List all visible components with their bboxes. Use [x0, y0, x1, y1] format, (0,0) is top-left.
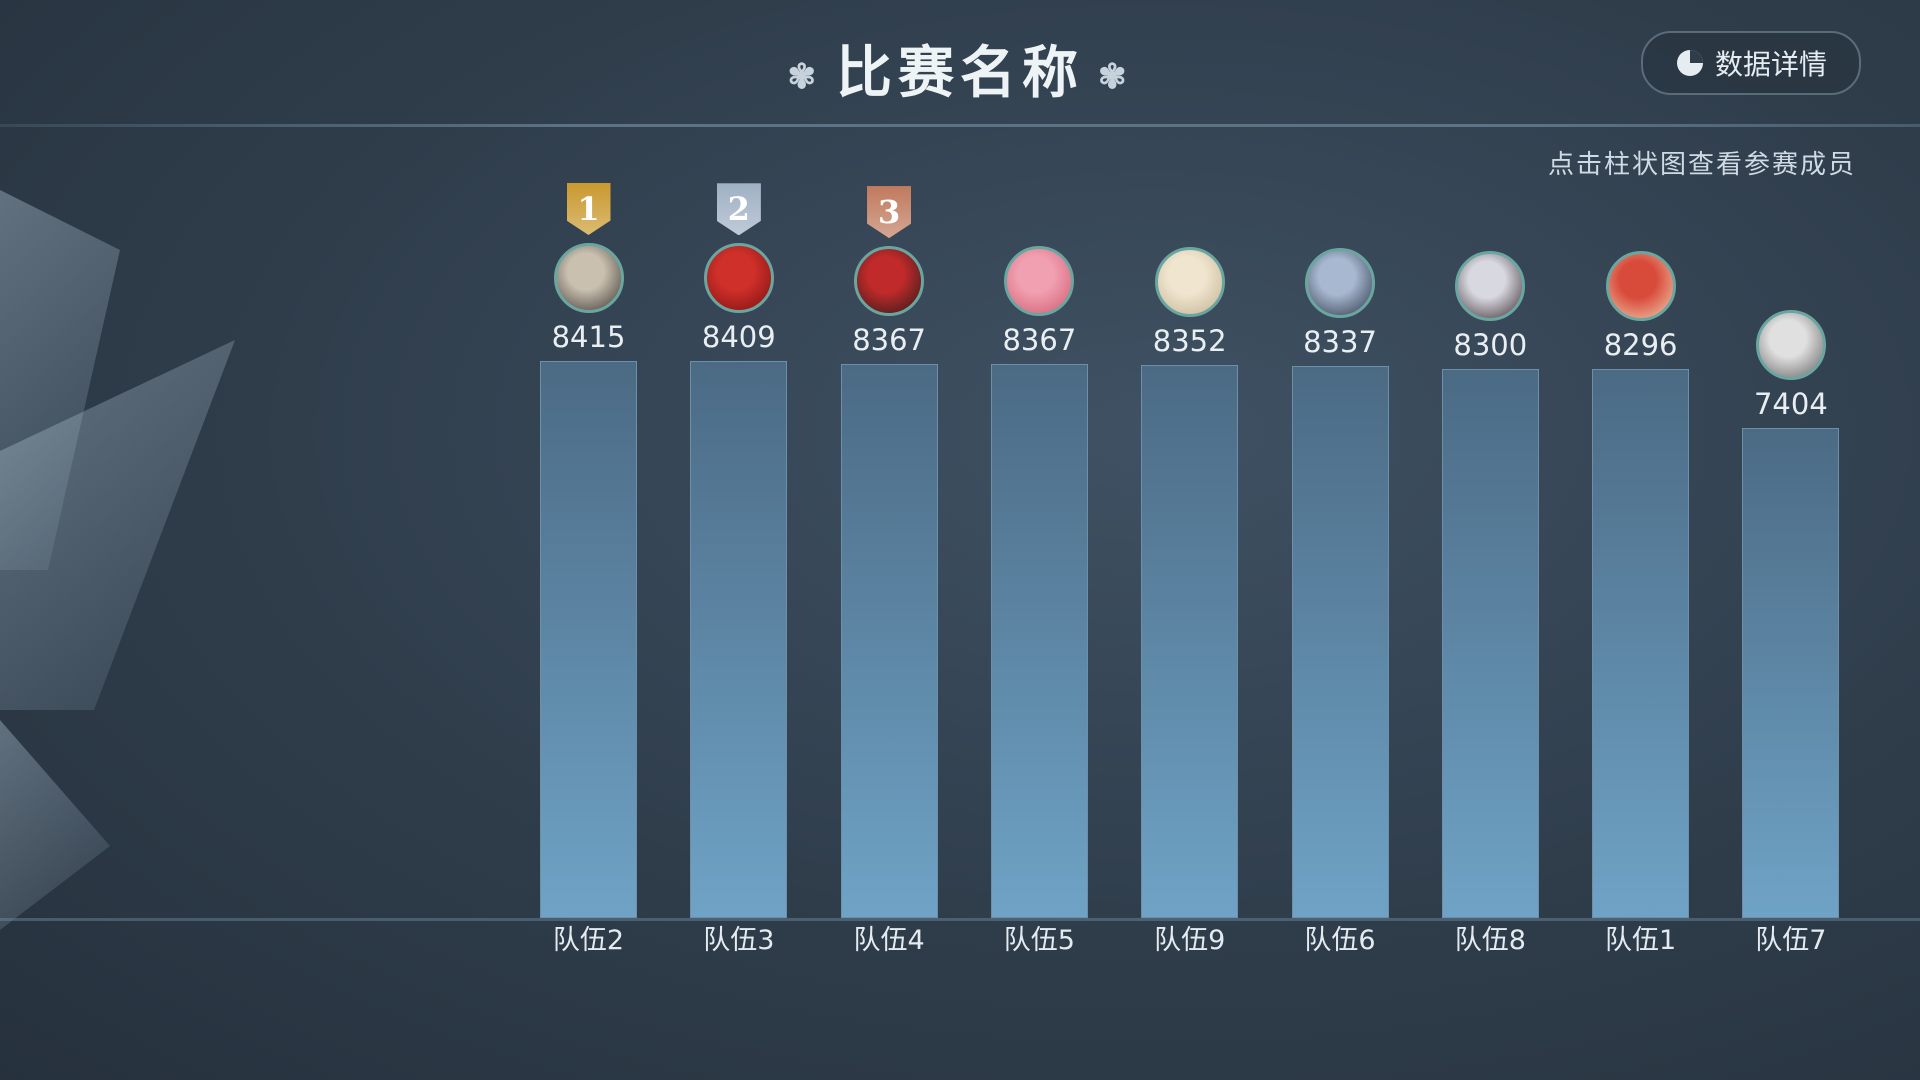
team-avatar[interactable] — [703, 243, 774, 314]
ornament-icon: ✾ — [787, 57, 822, 98]
team-avatar[interactable] — [1154, 247, 1225, 318]
bar-value-label: 8415 — [551, 320, 626, 354]
bar-value-label: 8367 — [852, 323, 926, 358]
category-label: 队伍3 — [703, 925, 775, 956]
bar-队伍3[interactable] — [690, 361, 788, 918]
bar-队伍1[interactable] — [1592, 368, 1690, 918]
team-avatar[interactable] — [854, 246, 925, 317]
rank-medal-icon: 1 — [566, 183, 611, 235]
bar-队伍9[interactable] — [1141, 365, 1239, 918]
ornament-icon: ✾ — [1098, 57, 1133, 98]
team-avatar[interactable] — [1004, 246, 1075, 317]
bar-队伍6[interactable] — [1291, 366, 1389, 918]
team-avatar[interactable] — [1605, 250, 1676, 321]
bar-队伍4[interactable] — [840, 364, 938, 918]
bar-队伍8[interactable] — [1441, 368, 1539, 918]
title-text: 比赛名称 — [836, 40, 1084, 106]
bar-value-label: 8352 — [1152, 324, 1227, 359]
bar-value-label: 8300 — [1453, 327, 1528, 362]
bar-队伍5[interactable] — [990, 364, 1088, 918]
rank-medal-icon: 3 — [867, 186, 912, 239]
bar-value-label: 8337 — [1303, 325, 1377, 360]
data-detail-label: 数据详情 — [1714, 48, 1827, 81]
category-label: 队伍7 — [1755, 925, 1827, 956]
category-label: 队伍9 — [1154, 925, 1226, 956]
divider — [0, 124, 1920, 127]
page-title: ✾ 比赛名称 ✾ — [0, 28, 1920, 109]
category-label: 队伍6 — [1304, 925, 1376, 956]
team-avatar[interactable] — [1755, 309, 1826, 380]
category-label: 队伍2 — [552, 925, 625, 956]
pie-chart-icon — [1676, 50, 1703, 76]
category-label: 队伍8 — [1454, 925, 1526, 956]
bar-队伍7[interactable] — [1742, 427, 1840, 918]
bar-队伍2[interactable] — [540, 361, 637, 918]
team-avatar[interactable] — [1305, 248, 1375, 319]
rank-medal-icon: 2 — [716, 183, 761, 236]
bar-value-label: 7404 — [1753, 386, 1828, 421]
team-avatar[interactable] — [553, 243, 624, 313]
bar-value-label: 8409 — [701, 320, 776, 355]
team-avatar[interactable] — [1455, 250, 1526, 321]
category-label: 队伍4 — [853, 925, 925, 956]
data-detail-button[interactable]: 数据详情 — [1641, 31, 1861, 95]
category-label: 队伍1 — [1605, 925, 1677, 956]
chart-baseline — [0, 918, 1920, 921]
bar-value-label: 8296 — [1603, 327, 1678, 362]
hint-text: 点击柱状图查看参赛成员 — [1547, 150, 1856, 180]
category-label: 队伍5 — [1003, 925, 1075, 956]
bar-value-label: 8367 — [1002, 323, 1077, 358]
